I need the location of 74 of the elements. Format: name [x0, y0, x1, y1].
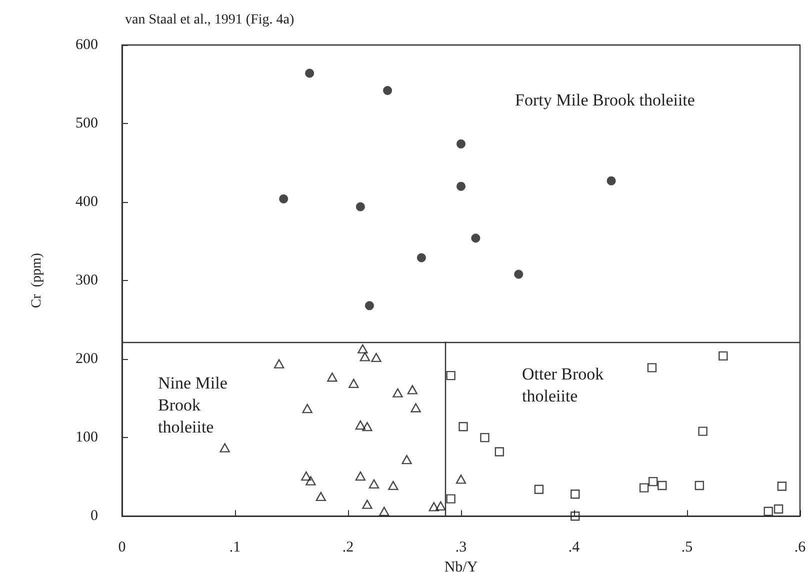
point	[648, 476, 658, 486]
point	[410, 403, 421, 412]
point	[383, 86, 392, 96]
point	[428, 502, 439, 512]
point	[371, 352, 382, 362]
point	[348, 378, 359, 388]
y-tick-label: 300	[76, 272, 98, 289]
point	[658, 480, 667, 490]
point	[446, 370, 456, 380]
point	[534, 484, 544, 494]
point	[639, 483, 649, 492]
point	[446, 494, 456, 504]
annotation: Nine Mile Brook tholeiite	[158, 374, 228, 436]
point	[274, 359, 284, 368]
point	[220, 443, 230, 452]
point	[301, 471, 312, 481]
point	[388, 480, 398, 490]
point	[362, 422, 372, 432]
point	[456, 182, 466, 191]
x-tick-label: 0	[118, 540, 126, 556]
point	[379, 506, 390, 516]
point	[570, 490, 580, 499]
point	[362, 500, 372, 509]
y-tick-label: 0	[90, 508, 98, 524]
annotation: Forty Mile Brook tholeiite	[515, 90, 695, 110]
y-tick-label: 400	[76, 194, 98, 210]
point	[302, 404, 312, 414]
point	[774, 504, 784, 514]
point	[480, 432, 490, 442]
point	[316, 492, 326, 502]
point	[360, 352, 370, 362]
point	[764, 506, 773, 516]
point	[355, 420, 366, 430]
y-tick-label: 100	[76, 430, 98, 446]
point	[306, 476, 316, 486]
y-tick-label: 200	[76, 351, 98, 368]
point	[456, 474, 466, 484]
point	[368, 479, 380, 489]
y-tick-label: 600	[76, 37, 98, 53]
point	[392, 388, 403, 398]
point	[606, 176, 616, 186]
point	[458, 422, 468, 432]
annotation: Otter Brook tholeiite	[522, 364, 604, 406]
point	[514, 270, 524, 279]
point	[456, 139, 466, 148]
point	[327, 372, 338, 382]
x-tick-label: .1	[229, 540, 241, 556]
y-tick-label: 500	[76, 116, 98, 132]
point	[494, 447, 504, 456]
point	[358, 344, 368, 354]
point	[698, 426, 708, 436]
point	[777, 482, 787, 491]
x-axis-title: Nb/Y	[444, 560, 478, 576]
point	[402, 454, 412, 464]
point	[305, 68, 314, 78]
point	[407, 385, 418, 394]
point	[647, 363, 657, 372]
chart-title: van Staal et al., 1991 (Fig. 4a)	[125, 12, 294, 28]
point	[718, 351, 728, 361]
point	[416, 253, 426, 262]
point	[694, 480, 704, 490]
y-axis-title: Cr (ppm)	[30, 252, 44, 308]
x-tick-label: .3	[455, 540, 467, 556]
point	[279, 194, 288, 204]
point	[356, 202, 365, 212]
x-tick-label: .5	[681, 540, 693, 556]
point	[471, 234, 480, 243]
point	[570, 512, 580, 521]
x-tick-label: .6	[794, 540, 806, 556]
point	[364, 301, 374, 310]
point	[436, 501, 446, 510]
x-tick-label: .2	[342, 540, 354, 556]
x-tick-label: .4	[568, 540, 580, 556]
point	[355, 471, 366, 481]
